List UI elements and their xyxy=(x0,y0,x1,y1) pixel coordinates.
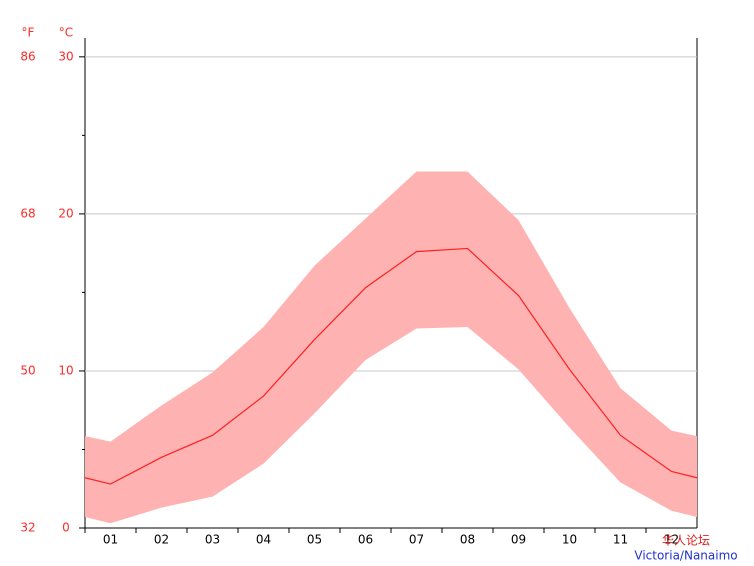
x-tick-label: 03 xyxy=(205,533,220,547)
x-tick-label: 12 xyxy=(664,533,679,547)
x-tick-label: 09 xyxy=(511,533,526,547)
y-tick-label: 20 xyxy=(58,206,73,220)
x-tick-label: 06 xyxy=(358,533,373,547)
y2-tick-label: 50 xyxy=(20,363,35,377)
x-tick-label: 07 xyxy=(409,533,424,547)
x-tick-label: 04 xyxy=(256,533,271,547)
y2-tick-label: 32 xyxy=(20,521,35,535)
x-tick-label: 01 xyxy=(103,533,118,547)
x-tick-label: 11 xyxy=(613,533,628,547)
y2-tick-label: 86 xyxy=(20,49,35,63)
y2-tick-label: 68 xyxy=(20,206,35,220)
watermark: Victoria/Nanaimo xyxy=(634,549,737,563)
x-tick-label: 05 xyxy=(307,533,322,547)
y-tick-label: 10 xyxy=(58,363,73,377)
watermark: 华人论坛 xyxy=(662,534,710,548)
x-tick-label: 02 xyxy=(154,533,169,547)
y-unit: °C xyxy=(59,26,73,40)
mean-line xyxy=(84,247,698,485)
y-tick-label: 0 xyxy=(62,521,70,535)
x-tick-label: 08 xyxy=(460,533,475,547)
y2-unit: °F xyxy=(22,26,35,40)
y-tick-label: 30 xyxy=(58,49,73,63)
x-tick-label: 10 xyxy=(562,533,577,547)
temperature-range xyxy=(85,171,697,524)
